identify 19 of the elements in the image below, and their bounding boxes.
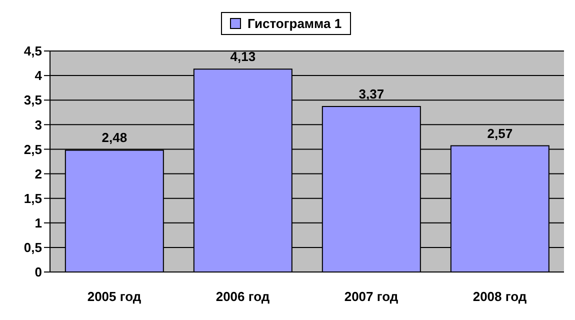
y-tick-label: 1,5 [24, 190, 42, 206]
data-label: 2,48 [102, 130, 128, 146]
y-tick-label: 0,5 [24, 240, 42, 256]
x-tick-label: 2006 год [216, 289, 270, 304]
y-tick-label: 3,5 [24, 92, 42, 108]
y-tick-label: 2 [34, 166, 42, 182]
x-tick-label: 2007 год [344, 289, 399, 304]
y-tick-label: 0 [34, 264, 42, 280]
y-tick-label: 2,5 [24, 142, 42, 157]
y-tick-label: 1 [34, 216, 42, 231]
y-tick-label: 3 [34, 117, 42, 132]
data-label: 4,13 [230, 49, 256, 64]
data-label: 3,37 [358, 86, 384, 102]
legend-label: Гистограмма 1 [247, 16, 342, 31]
y-tick-label: 4 [34, 68, 43, 84]
y-tick-label: 4,5 [24, 44, 42, 59]
data-label: 2,57 [487, 126, 513, 141]
x-tick-label: 2005 год [87, 289, 142, 304]
x-tick-label: 2008 год [472, 289, 528, 304]
